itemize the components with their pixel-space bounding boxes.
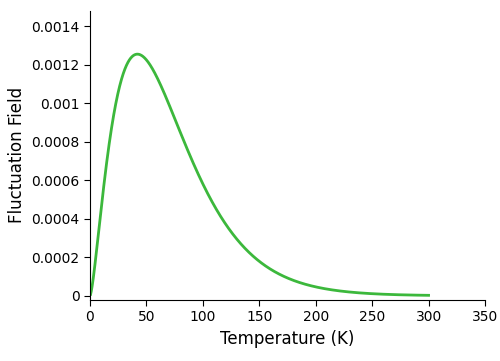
- X-axis label: Temperature (K): Temperature (K): [220, 330, 354, 348]
- Y-axis label: Fluctuation Field: Fluctuation Field: [8, 87, 26, 223]
